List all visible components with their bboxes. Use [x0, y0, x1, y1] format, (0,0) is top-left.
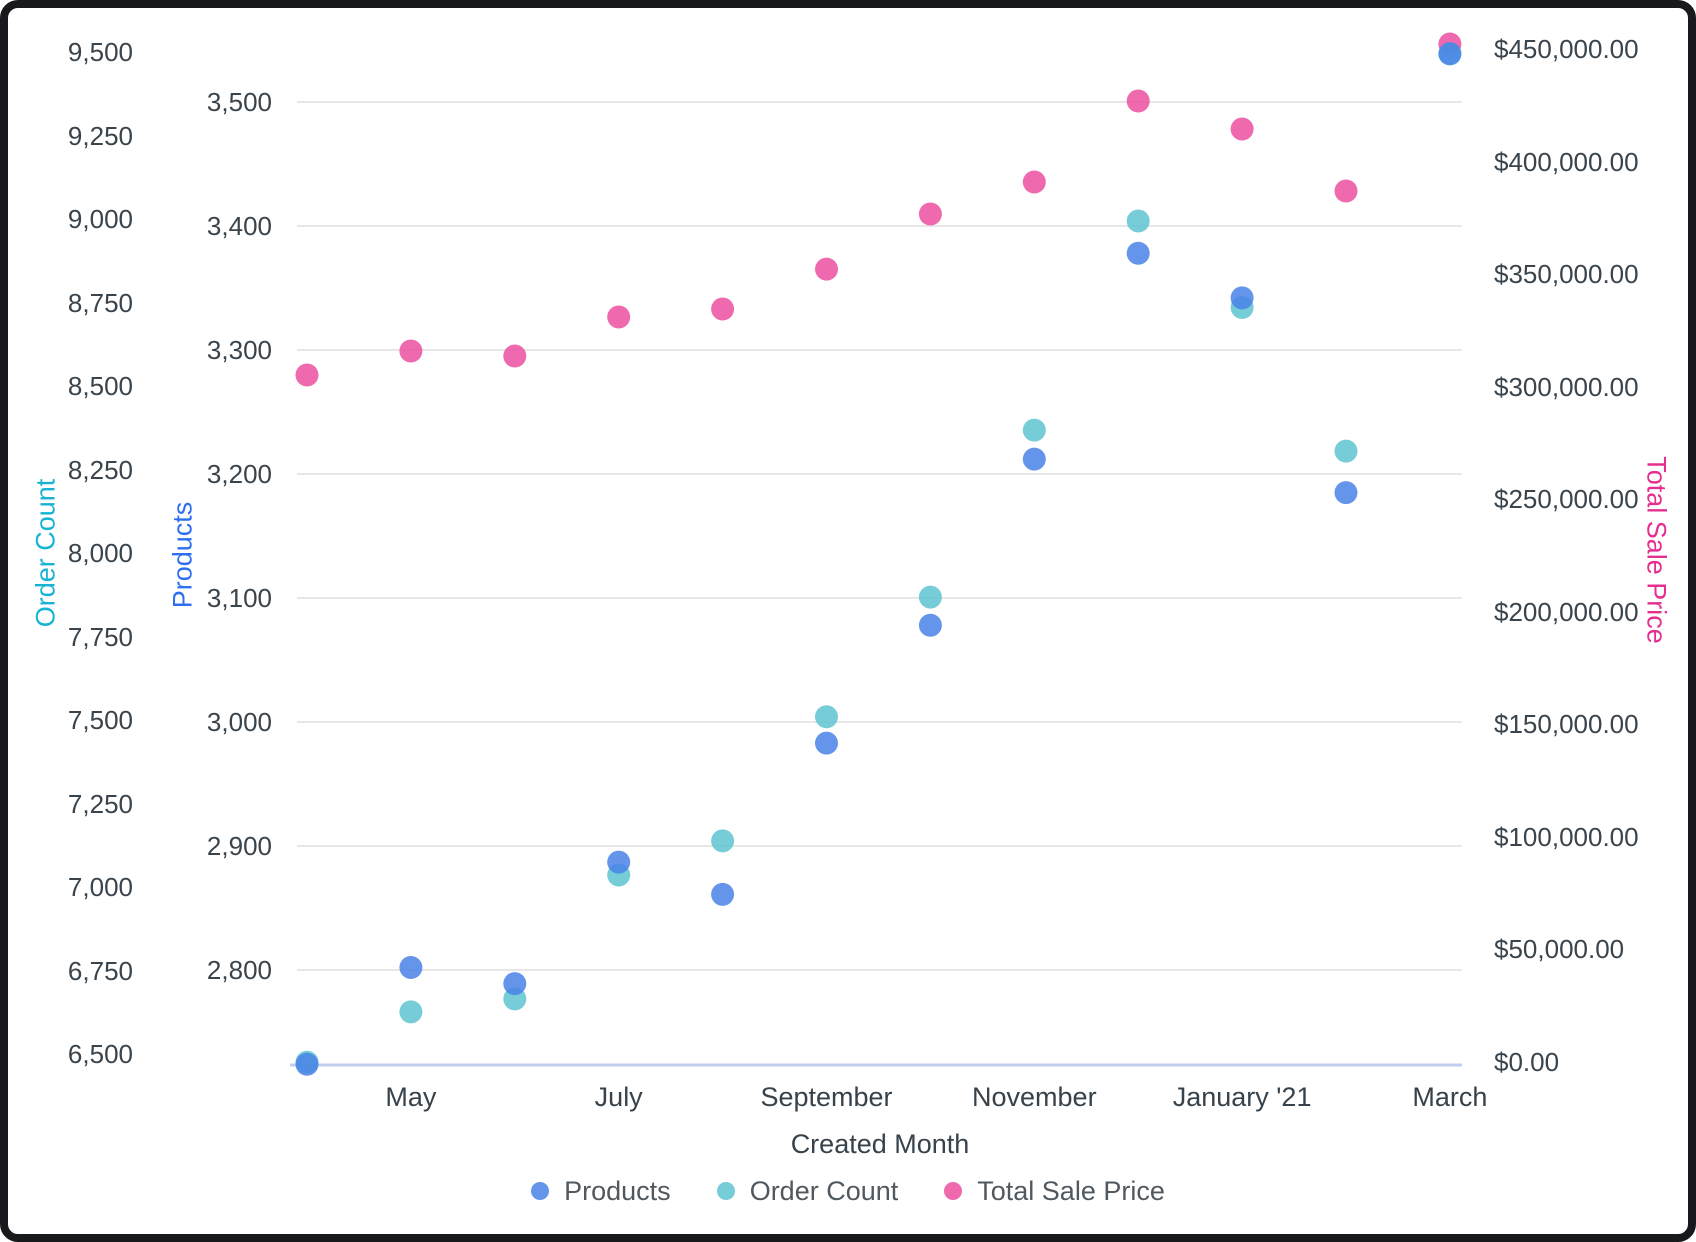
x-tick-label: January '21: [1172, 1082, 1312, 1112]
point-products[interactable]: [815, 731, 838, 755]
tick-label: $300,000.00: [1494, 371, 1639, 402]
point-total-sale-price[interactable]: [295, 363, 319, 387]
order-count-axis-title: Order Count: [30, 478, 61, 628]
legend-item-order-count[interactable]: Order Count: [716, 1176, 899, 1206]
point-products[interactable]: [1126, 241, 1150, 265]
point-order-count[interactable]: [1334, 439, 1358, 463]
legend-label: Products: [564, 1176, 671, 1206]
tick-label: $200,000.00: [1494, 596, 1639, 627]
point-total-sale-price[interactable]: [815, 257, 838, 281]
tick-label: 8,000: [67, 538, 133, 568]
tick-label: $50,000.00: [1494, 934, 1625, 964]
point-products[interactable]: [295, 1052, 319, 1076]
legend-dot-icon: [716, 1182, 735, 1200]
point-products[interactable]: [1438, 42, 1462, 66]
legend: Products Order Count Total Sale Price: [0, 1176, 1696, 1206]
point-products[interactable]: [399, 956, 423, 979]
tick-label: 7,250: [67, 788, 133, 819]
tick-label: 3,400: [206, 211, 272, 241]
point-total-sale-price[interactable]: [607, 305, 631, 329]
point-products[interactable]: [918, 613, 942, 637]
tick-label: 2,800: [206, 955, 272, 985]
legend-label: Order Count: [749, 1176, 899, 1206]
price-axis-title: Total Sale Price: [1641, 456, 1672, 644]
x-axis-title: Created Month: [790, 1129, 970, 1159]
legend-item-total-sale-price[interactable]: Total Sale Price: [944, 1176, 1165, 1206]
point-order-count[interactable]: [918, 585, 942, 609]
tick-label: 6,750: [67, 955, 133, 986]
tick-label: 7,000: [67, 872, 133, 902]
point-products[interactable]: [503, 972, 527, 996]
tick-label: 9,000: [67, 204, 133, 234]
tick-label: 7,500: [67, 705, 133, 735]
point-products[interactable]: [1334, 481, 1358, 505]
tick-label: 7,750: [67, 621, 133, 652]
point-products[interactable]: [1230, 286, 1254, 310]
x-tick-label: March: [1412, 1082, 1488, 1112]
tick-label: 3,300: [206, 335, 272, 365]
legend-dot-icon: [531, 1182, 550, 1200]
point-total-sale-price[interactable]: [918, 202, 942, 226]
tick-label: 8,750: [67, 287, 133, 318]
x-tick-label: November: [972, 1082, 1097, 1112]
tick-label: 3,500: [206, 87, 272, 117]
point-order-count[interactable]: [711, 829, 735, 853]
legend-label: Total Sale Price: [977, 1176, 1165, 1206]
point-total-sale-price[interactable]: [711, 297, 735, 321]
tick-label: 3,100: [206, 583, 272, 613]
tick-label: $100,000.00: [1494, 821, 1639, 852]
x-tick-label: July: [594, 1082, 643, 1112]
tick-label: $150,000.00: [1494, 709, 1639, 739]
tick-label: 6,500: [67, 1039, 133, 1069]
tick-label: $0.00: [1494, 1046, 1560, 1077]
tick-label: 3,000: [206, 707, 272, 737]
point-order-count[interactable]: [399, 1000, 423, 1024]
point-products[interactable]: [711, 882, 735, 906]
tick-label: 8,500: [67, 371, 133, 401]
tick-label: $350,000.00: [1494, 259, 1639, 289]
tick-label: $400,000.00: [1494, 146, 1639, 177]
point-order-count[interactable]: [815, 705, 838, 729]
point-total-sale-price[interactable]: [1230, 117, 1254, 141]
products-axis-title: Products: [167, 501, 198, 609]
tick-label: 2,900: [206, 831, 272, 861]
point-order-count[interactable]: [1126, 209, 1150, 233]
point-total-sale-price[interactable]: [1022, 170, 1046, 194]
tick-label: $450,000.00: [1494, 34, 1639, 64]
x-tick-label: May: [385, 1082, 437, 1112]
point-total-sale-price[interactable]: [1334, 179, 1358, 203]
tick-label: 8,250: [67, 454, 133, 485]
point-total-sale-price[interactable]: [1126, 89, 1150, 113]
point-products[interactable]: [1022, 447, 1046, 471]
point-total-sale-price[interactable]: [503, 344, 527, 368]
tick-label: 3,200: [206, 459, 272, 489]
point-order-count[interactable]: [1022, 418, 1046, 442]
tick-label: 9,250: [67, 120, 133, 151]
tick-label: $250,000.00: [1494, 484, 1639, 514]
x-tick-label: September: [760, 1082, 893, 1112]
point-total-sale-price[interactable]: [399, 339, 423, 363]
point-products[interactable]: [607, 850, 631, 874]
legend-dot-icon: [944, 1182, 963, 1200]
legend-item-products[interactable]: Products: [531, 1176, 671, 1206]
tick-label: 9,500: [67, 37, 133, 67]
